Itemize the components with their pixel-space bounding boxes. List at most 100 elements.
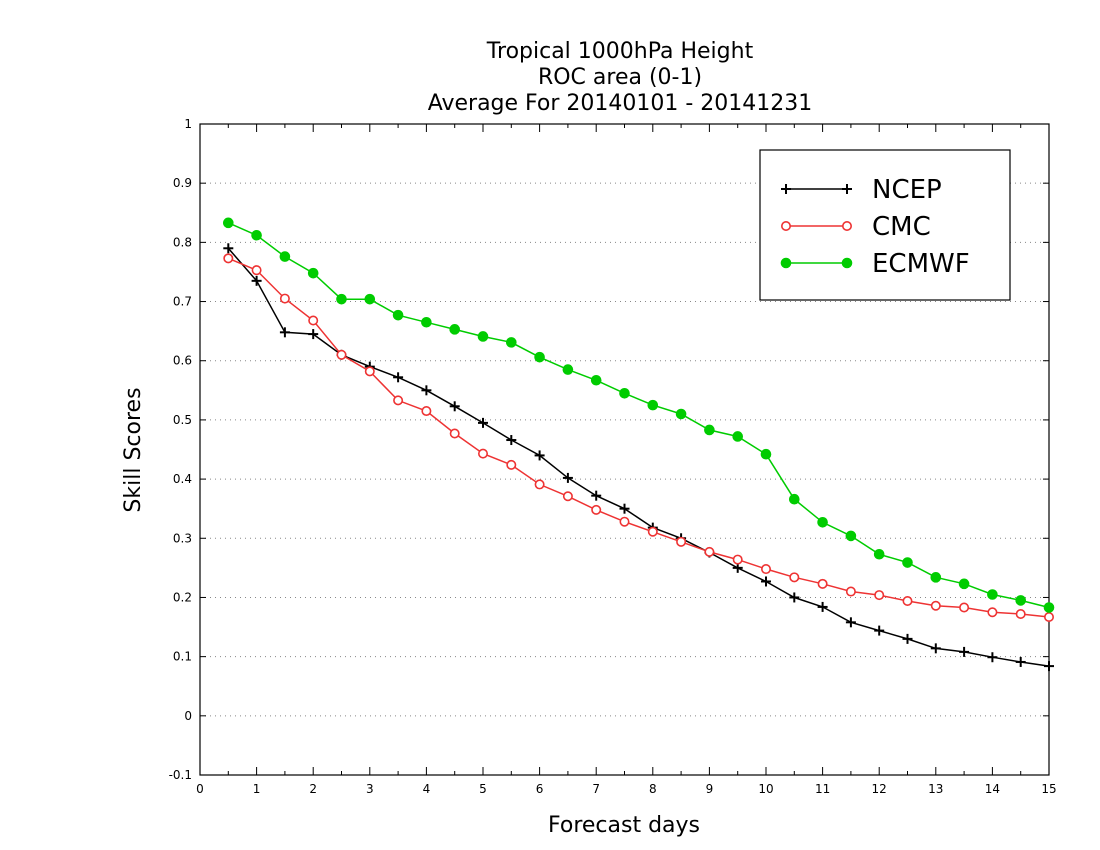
- legend-marker-ecmwf: [841, 257, 853, 269]
- data-point-cmc: [251, 265, 262, 276]
- data-point-ecmwf: [364, 293, 376, 305]
- data-point-ncep: [761, 576, 771, 587]
- data-point-ecmwf: [223, 217, 234, 229]
- data-point-cmc: [732, 554, 743, 565]
- data-point-ecmwf: [590, 374, 602, 386]
- legend-item-ncep: NCEP: [781, 175, 942, 205]
- x-tick-label: 8: [649, 782, 657, 796]
- data-point-cmc: [364, 366, 375, 377]
- legend-label-cmc: CMC: [872, 212, 931, 242]
- data-point-cmc: [336, 349, 347, 360]
- x-tick-label: 14: [985, 782, 1000, 796]
- series-cmc: [223, 253, 1055, 622]
- data-point-ecmwf: [279, 251, 291, 262]
- data-point-cmc: [845, 586, 856, 597]
- data-point-ecmwf: [251, 229, 262, 241]
- data-point-ecmwf: [619, 387, 630, 399]
- data-point-ncep: [789, 592, 800, 603]
- data-point-ncep: [845, 617, 856, 628]
- data-point-cmc: [676, 536, 687, 547]
- data-point-cmc: [959, 602, 970, 613]
- data-point-ecmwf: [477, 331, 489, 342]
- legend-marker-ncep: [781, 184, 791, 194]
- data-point-ncep: [279, 327, 290, 338]
- x-tick-label: 0: [196, 782, 204, 796]
- data-point-ncep: [478, 417, 488, 428]
- x-tick-label: 10: [758, 782, 773, 796]
- data-point-ecmwf: [421, 316, 432, 328]
- data-point-cmc: [619, 516, 630, 527]
- data-point-cmc: [987, 607, 998, 618]
- legend-box: [759, 149, 1011, 301]
- y-axis-label: Skill Scores: [121, 387, 146, 512]
- data-point-ecmwf: [1043, 602, 1055, 613]
- data-point-cmc: [477, 448, 488, 459]
- x-axis-label: Forecast days: [548, 813, 700, 838]
- data-point-ecmwf: [902, 557, 913, 568]
- data-point-ncep: [1015, 656, 1026, 667]
- data-point-ecmwf: [817, 516, 828, 528]
- data-point-ecmwf: [958, 578, 970, 590]
- data-point-cmc: [393, 395, 404, 406]
- data-point-ecmwf: [647, 399, 659, 411]
- data-point-cmc: [421, 406, 432, 417]
- data-point-ncep: [874, 625, 885, 636]
- x-tick-label: 12: [872, 782, 887, 796]
- legend-marker-ncep: [842, 184, 852, 194]
- data-point-ecmwf: [562, 364, 574, 375]
- data-point-ecmwf: [307, 267, 319, 279]
- data-point-cmc: [789, 572, 800, 583]
- data-point-cmc: [647, 526, 658, 537]
- y-tick-label: 1: [184, 117, 192, 131]
- chart-title-line-3: Average For 20140101 - 20141231: [428, 91, 813, 116]
- data-point-cmc: [902, 596, 913, 607]
- data-point-ncep: [959, 646, 970, 657]
- data-point-cmc: [930, 600, 941, 611]
- data-point-ecmwf: [930, 572, 942, 583]
- data-point-ncep: [591, 490, 602, 501]
- y-tick-label: 0.4: [173, 472, 192, 486]
- data-point-ncep: [421, 385, 432, 396]
- data-point-ncep: [817, 601, 828, 612]
- data-point-ecmwf: [987, 589, 998, 600]
- data-point-ncep: [308, 329, 319, 340]
- data-point-ecmwf: [336, 293, 347, 305]
- x-tick-label: 3: [366, 782, 374, 796]
- x-tick-label: 2: [309, 782, 317, 796]
- legend-marker-ecmwf: [780, 257, 792, 269]
- data-point-ecmwf: [534, 351, 545, 363]
- x-tick-label: 9: [706, 782, 714, 796]
- data-point-cmc: [1044, 611, 1055, 622]
- x-tick-label: 5: [479, 782, 487, 796]
- axis-ticks: -0.100.10.20.30.40.50.60.70.80.910 1 2 3 4 5 6…: [169, 117, 1057, 796]
- data-point-ncep: [251, 275, 262, 286]
- data-point-cmc: [449, 428, 460, 439]
- data-point-ecmwf: [845, 530, 857, 542]
- data-point-ncep: [506, 435, 517, 446]
- chart-title-line-1: Tropical 1000hPa Height: [486, 39, 754, 64]
- series-layer: [223, 217, 1055, 672]
- series-line-cmc: [228, 257, 1050, 618]
- data-point-cmc: [1015, 609, 1026, 620]
- y-tick-label: -0.1: [169, 768, 192, 782]
- y-tick-label: 0.2: [173, 590, 192, 604]
- data-point-cmc: [562, 491, 573, 502]
- data-point-cmc: [874, 590, 885, 601]
- x-tick-label: 13: [928, 782, 943, 796]
- x-tick-label: 6: [536, 782, 544, 796]
- data-point-cmc: [308, 315, 319, 326]
- data-point-ecmwf: [704, 424, 715, 436]
- data-point-ncep: [223, 243, 234, 254]
- data-point-ecmwf: [392, 309, 404, 321]
- x-tick-label: 1: [253, 782, 261, 796]
- x-tick-label: 4: [423, 782, 431, 796]
- legend: NCEP CMC ECMWF: [759, 149, 1011, 301]
- data-point-ecmwf: [1015, 595, 1027, 606]
- y-tick-label: 0: [184, 709, 192, 723]
- data-point-cmc: [223, 253, 234, 264]
- x-tick-label: 7: [592, 782, 600, 796]
- data-point-ecmwf: [732, 431, 744, 442]
- series-ncep: [223, 243, 1054, 672]
- y-tick-label: 0.1: [173, 650, 192, 664]
